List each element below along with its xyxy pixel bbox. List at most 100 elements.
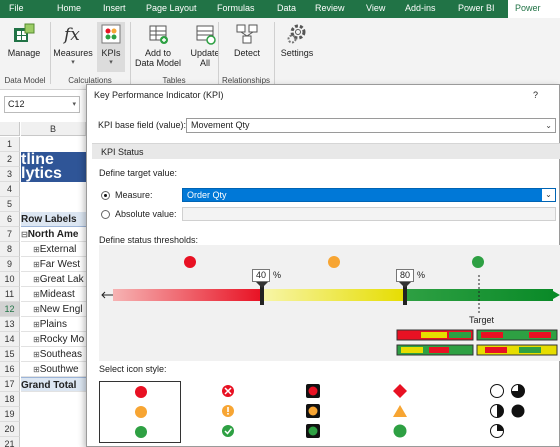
pivot-row-label: North Ame [27,229,79,240]
pivot-row-southeast[interactable]: ⊞Southeas [21,347,86,362]
row-header[interactable]: 18 [0,392,20,407]
collapse-icon[interactable]: ⊟ [21,230,28,239]
group-separator [218,22,219,84]
icon-style-option-quarters[interactable] [482,381,552,443]
expand-icon[interactable]: ⊞ [33,260,40,269]
row-header[interactable]: 13 [0,317,20,332]
row-header[interactable]: 12 [0,302,20,317]
row-header[interactable]: 7 [0,227,20,242]
measures-button[interactable]: fx Measures ▾ [52,22,94,68]
row-header[interactable]: 11 [0,287,20,302]
status-red-icon [184,256,196,268]
pivot-row-far-west[interactable]: ⊞Far West [21,257,86,272]
name-box-value: C12 [8,99,25,109]
chevron-down-icon[interactable]: ⌄ [545,121,552,130]
tab-insert[interactable]: Insert [103,3,126,13]
group-label-tables: Tables [162,76,186,85]
row-header[interactable]: 20 [0,422,20,437]
chevron-down-icon[interactable]: ▾ [72,101,76,108]
tab-add-ins[interactable]: Add-ins [405,3,436,13]
column-header-b[interactable]: B [21,122,86,136]
tab-power-pivot[interactable]: Power Piv [508,0,560,29]
pivot-row-new-england[interactable]: ⊞New Engl [21,302,86,317]
row-header[interactable]: 21 [0,437,20,447]
threshold-high-input[interactable]: 80 [396,269,414,282]
icon-style-option-traffic-lights[interactable] [292,381,342,443]
pivot-row-mideast[interactable]: ⊞Mideast [21,287,86,302]
row-header[interactable]: 6 [0,212,20,227]
tab-page-layout[interactable]: Page Layout [146,3,197,13]
expand-icon[interactable]: ⊞ [33,365,40,374]
icon-style-option-shapes[interactable] [377,381,427,443]
row-header[interactable]: 16 [0,362,20,377]
tab-file[interactable]: File [9,3,24,13]
name-box[interactable]: C12 ▾ [4,96,80,113]
pivot-row-north-america[interactable]: ⊟North Ame [21,227,86,242]
pivot-row-external[interactable]: ⊞External [21,242,86,257]
add-to-data-model-button[interactable]: Add to Data Model [132,22,184,68]
chevron-down-icon[interactable]: ⌄ [542,189,555,201]
tab-data[interactable]: Data [277,3,297,13]
pivot-row-rocky-mountain[interactable]: ⊞Rocky Mo [21,332,86,347]
update-label: Update [190,48,220,58]
group-separator [274,22,275,84]
threshold-high-handle[interactable] [403,285,407,305]
row-header[interactable]: 8 [0,242,20,257]
threshold-graphic [101,256,560,356]
tab-formulas[interactable]: Formulas [217,3,255,13]
expand-icon[interactable]: ⊞ [33,290,40,299]
manage-button[interactable]: Manage [4,22,44,58]
pivot-row-plains[interactable]: ⊞Plains [21,317,86,332]
pivot-row-great-lakes[interactable]: ⊞Great Lak [21,272,86,287]
row-header[interactable]: 3 [0,167,20,182]
pivot-row-label: Great Lak [39,274,84,285]
absolute-value-input[interactable] [182,207,556,221]
update-all-button[interactable]: Update All [185,22,225,68]
tab-view[interactable]: View [366,3,386,13]
row-labels-header[interactable]: Row Labels [21,212,86,227]
band-preview-2 [476,329,558,356]
measure-select[interactable]: Order Qty ⌄ [182,188,556,202]
row-header[interactable]: 2 [0,152,20,167]
select-all-corner[interactable] [0,122,20,136]
expand-icon[interactable]: ⊞ [33,275,40,284]
data-model-label: Data Model [134,58,182,68]
row-header[interactable]: 19 [0,407,20,422]
expand-icon[interactable]: ⊞ [33,245,40,254]
row-header[interactable]: 15 [0,347,20,362]
threshold-low-handle[interactable] [260,285,264,305]
yellow-band [262,289,405,301]
row-header[interactable]: 17 [0,377,20,392]
icon-style-option-symbols[interactable] [207,381,257,443]
title-line-1: tline [21,152,54,168]
expand-icon[interactable]: ⊞ [33,350,40,359]
absolute-value-radio[interactable] [101,210,110,219]
detect-button[interactable]: Detect [224,22,270,58]
threshold-low-input[interactable]: 40 [252,269,270,282]
row-header[interactable]: 5 [0,197,20,212]
row-header[interactable]: 14 [0,332,20,347]
grand-total-row[interactable]: Grand Total [21,377,86,392]
group-label-calculations: Calculations [68,76,112,85]
tab-home[interactable]: Home [57,3,82,13]
kpi-base-field-select[interactable]: Movement Qty ⌄ [186,118,556,133]
measure-radio-label: Measure: [115,190,153,200]
tab-review[interactable]: Review [315,3,345,13]
measure-radio[interactable] [101,191,110,200]
row-header[interactable]: 9 [0,257,20,272]
row-header[interactable]: 10 [0,272,20,287]
scale-right-arrow-icon[interactable] [553,291,560,299]
circled-symbols-icon [222,385,234,437]
expand-icon[interactable]: ⊞ [33,305,40,314]
row-header[interactable]: 1 [0,137,20,152]
expand-icon[interactable]: ⊞ [33,335,40,344]
help-button[interactable]: ? [533,90,539,100]
pivot-row-southwest[interactable]: ⊞Southwe [21,362,86,377]
pivot-row-label: Mideast [39,289,75,300]
expand-icon[interactable]: ⊞ [33,320,40,329]
kpis-button[interactable]: KPIs ▾ [97,22,125,72]
row-header[interactable]: 4 [0,182,20,197]
tab-power-bi[interactable]: Power BI [458,3,495,13]
settings-button[interactable]: Settings [276,22,318,58]
icon-style-option-circles[interactable] [99,381,181,443]
